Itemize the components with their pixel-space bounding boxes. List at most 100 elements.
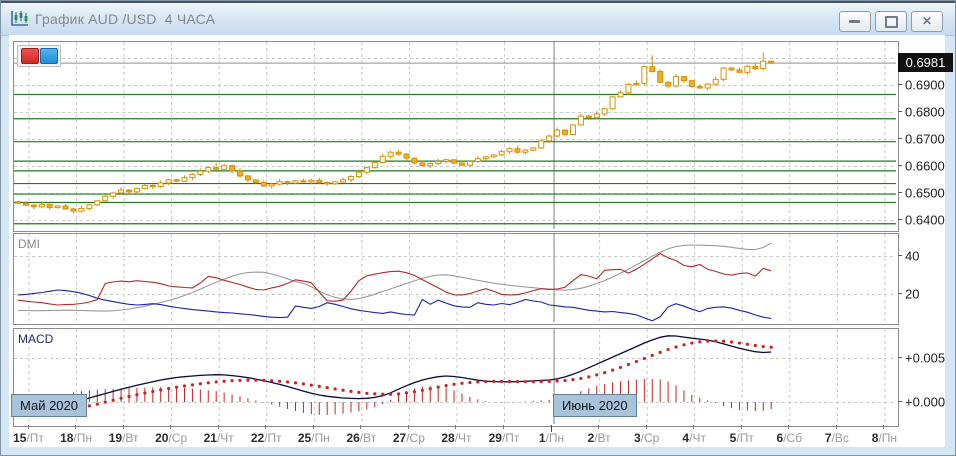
signal-dot (658, 350, 662, 354)
signal-dot (278, 379, 282, 383)
minimize-button[interactable] (839, 11, 871, 32)
macd-chart-svg[interactable] (14, 329, 896, 424)
time-axis-tick (217, 425, 219, 429)
candle-up (157, 182, 164, 188)
candle-up (522, 149, 529, 153)
restore-icon (885, 16, 898, 28)
axis-tick (898, 138, 902, 139)
signal-dot (325, 386, 329, 390)
axis-tick (898, 165, 902, 166)
signal-dot (301, 382, 306, 386)
axis-tick (898, 293, 902, 294)
candle-down (149, 184, 156, 188)
day-number: 7 (824, 431, 832, 445)
candle-down (657, 71, 664, 83)
signal-dot (690, 341, 694, 345)
candle-down (316, 179, 323, 183)
candle-up (633, 82, 640, 86)
weekday-suffix: /Пн (73, 431, 93, 445)
signal-dot (381, 392, 385, 396)
macd-histogram (17, 378, 772, 415)
candle-up (363, 167, 370, 173)
candle-up (141, 184, 148, 189)
candle-up (466, 160, 473, 166)
price-axis-label: 0.6700 (905, 131, 945, 147)
candle-down (173, 179, 180, 182)
dmi-axis-label: 40 (905, 248, 920, 264)
signal-dot (222, 379, 226, 383)
month-boundary-tick (550, 425, 552, 432)
candle-up (292, 180, 299, 184)
time-axis-tick (312, 425, 314, 429)
signal-dot (666, 347, 670, 352)
signal-dot (698, 340, 702, 344)
day-number: 21 (203, 431, 217, 445)
candle-down (244, 175, 251, 181)
candle-up (133, 187, 140, 193)
time-axis-label: 6/Сб (777, 431, 803, 445)
signal-dot (262, 378, 266, 382)
price-axis-label: 0.6900 (905, 77, 945, 93)
time-axis-tick (75, 425, 77, 429)
signal-dot (563, 378, 567, 383)
close-button[interactable]: ✕ (911, 11, 943, 32)
red-marker-tool-button[interactable] (21, 48, 39, 64)
signal-dot (389, 392, 393, 396)
signal-dot (412, 390, 416, 394)
day-number: 18 (60, 431, 74, 445)
macd-panel[interactable] (13, 328, 899, 427)
time-axis-label: 7/Вс (825, 431, 849, 445)
candle-down (736, 69, 743, 73)
time-axis-tick (645, 425, 647, 429)
axis-tick (898, 255, 902, 256)
candle-up (554, 129, 561, 137)
day-number: 22 (250, 431, 265, 445)
blue-marker-tool-button[interactable] (40, 48, 58, 64)
candle-down (125, 189, 132, 193)
signal-dot (198, 382, 202, 386)
time-axis-label: 18/Пн (60, 431, 92, 445)
weekday-suffix: /Вт (359, 431, 377, 445)
price-chart-svg[interactable] (14, 42, 896, 229)
minimize-icon (849, 20, 860, 23)
signal-dot (87, 404, 91, 408)
signal-dot (396, 392, 401, 396)
candle-up (332, 181, 339, 185)
weekday-suffix: /Пн (311, 431, 330, 445)
candle-down (665, 81, 672, 87)
signal-dot (293, 381, 298, 385)
window-controls: ✕ (839, 11, 943, 32)
signal-dot (745, 342, 749, 346)
time-axis-tick (788, 425, 790, 429)
weekday-suffix: /Пн (545, 431, 565, 445)
signal-dot (135, 393, 139, 397)
signal-dot (523, 380, 527, 384)
title-bar[interactable]: График AUD /USD 4 ЧАСА ✕ (1, 3, 955, 36)
signal-dot (119, 396, 123, 400)
time-axis-tick (455, 425, 457, 429)
axis-tick (898, 111, 902, 112)
price-panel[interactable] (13, 41, 899, 232)
candle-up (197, 170, 204, 175)
dmi-panel[interactable] (13, 233, 899, 325)
signal-dot (341, 388, 345, 392)
signal-dot (611, 368, 615, 372)
candle-down (419, 162, 426, 167)
chart-toolbar (17, 45, 61, 67)
restore-button[interactable] (875, 11, 907, 32)
candle-up (308, 179, 315, 183)
time-axis-label: 27/Ср (393, 431, 425, 445)
time-axis-tick (598, 425, 600, 429)
signal-dot (95, 402, 99, 406)
signal-dot (539, 379, 543, 384)
candle-down (696, 86, 703, 89)
candlestick-chart-icon (11, 11, 28, 26)
time-axis-label: 20/Ср (155, 431, 187, 445)
signal-dot (333, 387, 337, 391)
signal-dot (571, 378, 575, 382)
signal-dot (373, 392, 377, 396)
dmi-chart-svg[interactable] (14, 234, 896, 322)
candle-down (688, 80, 695, 88)
close-icon: ✕ (921, 14, 933, 28)
time-axis-label: 28/Чт (441, 431, 471, 445)
